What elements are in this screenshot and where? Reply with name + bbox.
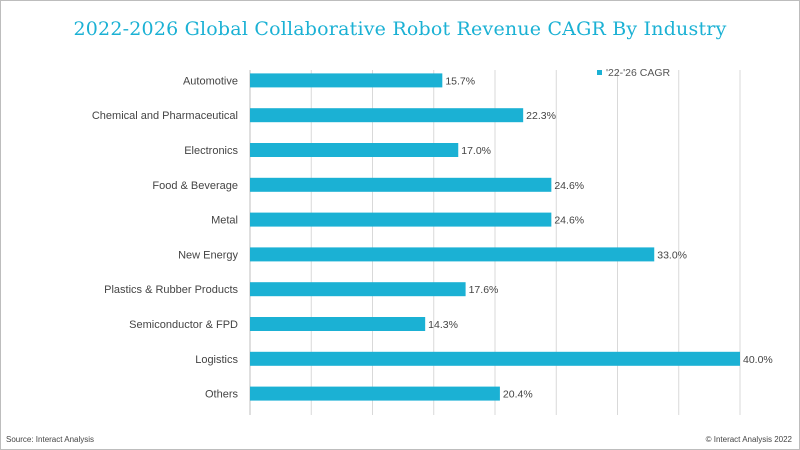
bar [250, 317, 426, 331]
bar [250, 351, 740, 366]
data-label: 22.3% [526, 110, 556, 122]
category-label: Plastics & Rubber Products [104, 284, 238, 296]
bar [250, 212, 552, 227]
source-note: Source: Interact Analysis [6, 435, 95, 444]
data-label: 24.6% [554, 180, 584, 192]
category-label: Chemical and Pharmaceutical [92, 110, 238, 122]
legend-swatch [597, 70, 602, 75]
legend-label: '22-'26 CAGR [606, 67, 671, 79]
bar [250, 73, 443, 88]
category-label: New Energy [178, 249, 238, 261]
bar [250, 247, 655, 262]
chart-title: 2022-2026 Global Collaborative Robot Rev… [73, 18, 727, 40]
data-label: 14.3% [428, 319, 458, 331]
category-label: Automotive [183, 75, 238, 87]
category-label: Metal [211, 215, 238, 227]
data-label: 20.4% [503, 389, 533, 401]
bar [250, 108, 524, 123]
data-label: 17.0% [461, 145, 491, 157]
bar [250, 177, 552, 192]
data-label: 40.0% [743, 354, 773, 366]
bar [250, 282, 466, 297]
category-label: Others [205, 389, 239, 401]
category-label: Electronics [184, 145, 238, 157]
category-label: Semiconductor & FPD [129, 319, 238, 331]
copyright-note: © Interact Analysis 2022 [705, 435, 792, 444]
data-label: 33.0% [657, 249, 687, 261]
data-label: 15.7% [445, 75, 475, 87]
data-label: 17.6% [469, 284, 499, 296]
category-label: Food & Beverage [152, 180, 238, 192]
data-label: 24.6% [554, 215, 584, 227]
bar [250, 386, 500, 401]
bar [250, 143, 459, 157]
category-label: Logistics [195, 354, 238, 366]
